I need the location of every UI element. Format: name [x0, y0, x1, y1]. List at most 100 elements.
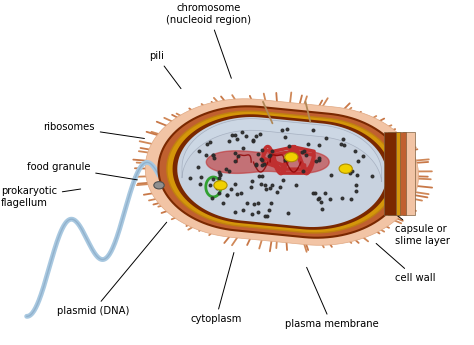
Point: [194, 164, 201, 170]
Point: [214, 180, 222, 186]
Text: ribosomes: ribosomes: [43, 122, 145, 138]
Point: [248, 178, 255, 184]
Point: [209, 152, 217, 158]
Point: [285, 211, 292, 216]
Text: cell wall: cell wall: [376, 244, 436, 283]
Point: [226, 138, 233, 144]
Point: [315, 196, 323, 201]
Point: [259, 148, 266, 153]
Point: [348, 197, 356, 202]
Point: [231, 209, 239, 215]
Polygon shape: [388, 132, 400, 215]
Point: [311, 190, 319, 196]
Point: [215, 176, 223, 181]
Point: [265, 154, 273, 159]
Point: [312, 158, 319, 164]
Circle shape: [285, 152, 298, 162]
Text: pili: pili: [149, 51, 181, 89]
Point: [309, 190, 317, 196]
Point: [234, 136, 241, 141]
Point: [256, 131, 264, 137]
Point: [317, 199, 325, 205]
Polygon shape: [145, 99, 419, 245]
Point: [360, 153, 367, 159]
Point: [210, 156, 218, 161]
Point: [281, 134, 289, 140]
Point: [224, 193, 231, 198]
Point: [268, 182, 276, 188]
Point: [247, 185, 255, 190]
Point: [237, 190, 245, 196]
Polygon shape: [173, 114, 391, 230]
Point: [354, 159, 362, 164]
Point: [258, 173, 265, 178]
Point: [298, 150, 306, 155]
Point: [268, 148, 276, 153]
Point: [255, 173, 263, 179]
Point: [228, 132, 236, 138]
Point: [261, 213, 269, 218]
Text: prokaryotic
flagellum: prokaryotic flagellum: [0, 186, 81, 208]
Point: [321, 190, 328, 196]
Point: [283, 126, 291, 132]
Point: [302, 152, 310, 158]
Point: [264, 214, 271, 219]
Point: [196, 181, 204, 187]
Point: [248, 211, 256, 217]
Point: [263, 186, 270, 191]
Point: [249, 138, 256, 143]
Point: [186, 176, 193, 181]
Point: [202, 152, 210, 158]
Point: [346, 170, 354, 176]
Polygon shape: [394, 132, 406, 215]
Circle shape: [214, 181, 227, 190]
Point: [368, 173, 376, 179]
Point: [215, 170, 222, 175]
Point: [209, 152, 217, 158]
Point: [242, 133, 249, 138]
Point: [217, 172, 224, 177]
Text: capsule or
slime layer: capsule or slime layer: [386, 207, 450, 246]
Point: [255, 209, 262, 215]
Point: [213, 185, 221, 190]
Point: [255, 152, 262, 157]
Point: [352, 188, 359, 194]
Point: [310, 127, 317, 132]
Point: [216, 190, 223, 196]
Point: [348, 169, 356, 174]
Point: [352, 183, 360, 188]
Point: [292, 182, 299, 188]
Point: [250, 202, 257, 207]
Point: [278, 127, 285, 132]
Point: [216, 171, 224, 177]
Circle shape: [154, 181, 164, 189]
Point: [266, 152, 273, 158]
Point: [234, 153, 242, 159]
Point: [206, 139, 214, 145]
Point: [282, 157, 289, 163]
Point: [206, 182, 214, 187]
Point: [210, 176, 217, 182]
Text: plasmid (DNA): plasmid (DNA): [57, 222, 167, 316]
Polygon shape: [206, 151, 329, 174]
Point: [240, 145, 247, 150]
Point: [219, 201, 227, 206]
Point: [231, 182, 239, 187]
Text: plasma membrane: plasma membrane: [285, 267, 378, 329]
Point: [252, 134, 260, 139]
Point: [252, 161, 260, 167]
Polygon shape: [177, 117, 386, 227]
Point: [352, 148, 359, 154]
Point: [262, 183, 269, 188]
Point: [299, 168, 307, 174]
Point: [231, 132, 238, 137]
Point: [195, 148, 203, 153]
Point: [209, 195, 216, 201]
Point: [231, 158, 239, 164]
Text: chromosome
(nucleoid region): chromosome (nucleoid region): [166, 3, 251, 78]
Point: [203, 141, 211, 147]
Point: [337, 141, 345, 147]
Point: [239, 129, 246, 135]
Point: [257, 157, 265, 162]
Point: [239, 207, 247, 212]
